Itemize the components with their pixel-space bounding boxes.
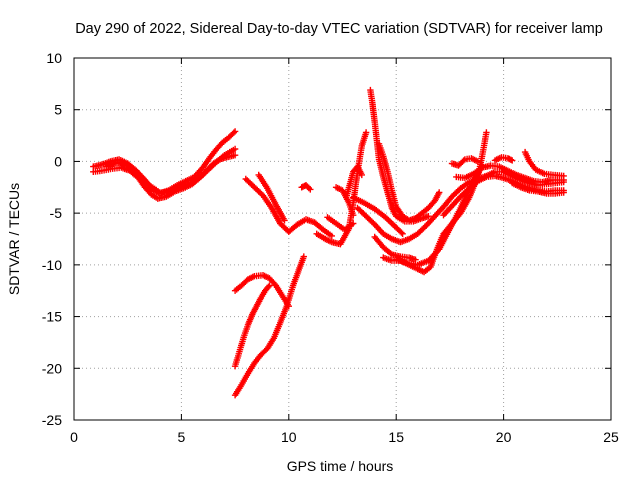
y-axis-label: SDTVAR / TECUs	[6, 183, 22, 295]
series-track-7	[242, 175, 335, 240]
series-markers	[509, 179, 567, 197]
x-tick-labels: 0 5 10 15 20 25	[70, 429, 619, 445]
series-markers	[343, 163, 365, 199]
series-track-16	[367, 86, 432, 225]
series-track-17	[375, 140, 443, 224]
series-markers	[324, 214, 357, 233]
series-markers	[350, 194, 406, 237]
data-series	[90, 86, 567, 399]
y-tick-label: 10	[46, 50, 62, 66]
series-track-22	[453, 162, 567, 186]
series-markers	[231, 282, 273, 370]
y-tick-label: -5	[50, 205, 63, 221]
series-track-11	[324, 214, 357, 233]
series-markers	[448, 155, 481, 169]
x-axis-label: GPS time / hours	[287, 458, 394, 474]
y-tick-label: -20	[42, 360, 62, 376]
series-markers	[255, 171, 288, 224]
series-track-4	[231, 272, 292, 310]
chart-title: Day 290 of 2022, Sidereal Day-to-day VTE…	[75, 21, 603, 37]
x-tick-label: 20	[496, 429, 512, 445]
series-track-23	[448, 155, 481, 169]
series-markers	[231, 253, 307, 399]
plot-frame	[73, 57, 612, 421]
series-track-5	[231, 282, 273, 370]
series-track-14	[350, 194, 406, 237]
series-track-24	[491, 154, 516, 164]
y-tick-labels: -25 -20 -15 -10 -5 0 5 10	[42, 50, 62, 428]
series-track-25	[521, 148, 567, 180]
series-track-9	[298, 182, 314, 193]
series-markers	[453, 162, 567, 186]
y-tick-label: -15	[42, 309, 62, 325]
series-track-8	[255, 171, 288, 224]
series-markers	[298, 182, 314, 193]
y-tick-label: 5	[54, 102, 62, 118]
series-markers	[367, 86, 432, 225]
series-markers	[103, 145, 239, 196]
y-tick-label: 0	[54, 153, 62, 169]
series-markers	[242, 175, 335, 240]
y-tick-label: -10	[42, 257, 62, 273]
x-tick-label: 5	[178, 429, 186, 445]
series-markers	[521, 148, 567, 180]
series-markers	[371, 233, 419, 263]
series-track-6	[231, 253, 307, 399]
series-markers	[491, 154, 516, 164]
series-markers	[375, 140, 443, 224]
x-tick-label: 10	[281, 429, 297, 445]
x-tick-label: 15	[388, 429, 404, 445]
x-tick-label: 0	[70, 429, 78, 445]
series-track-26	[509, 179, 567, 197]
series-track-13	[343, 163, 365, 199]
y-tick-label: -25	[42, 412, 62, 428]
series-track-18	[371, 233, 419, 263]
grid-lines	[74, 58, 611, 420]
series-track-3	[103, 145, 239, 196]
x-tick-label: 25	[603, 429, 619, 445]
series-markers	[231, 272, 292, 310]
